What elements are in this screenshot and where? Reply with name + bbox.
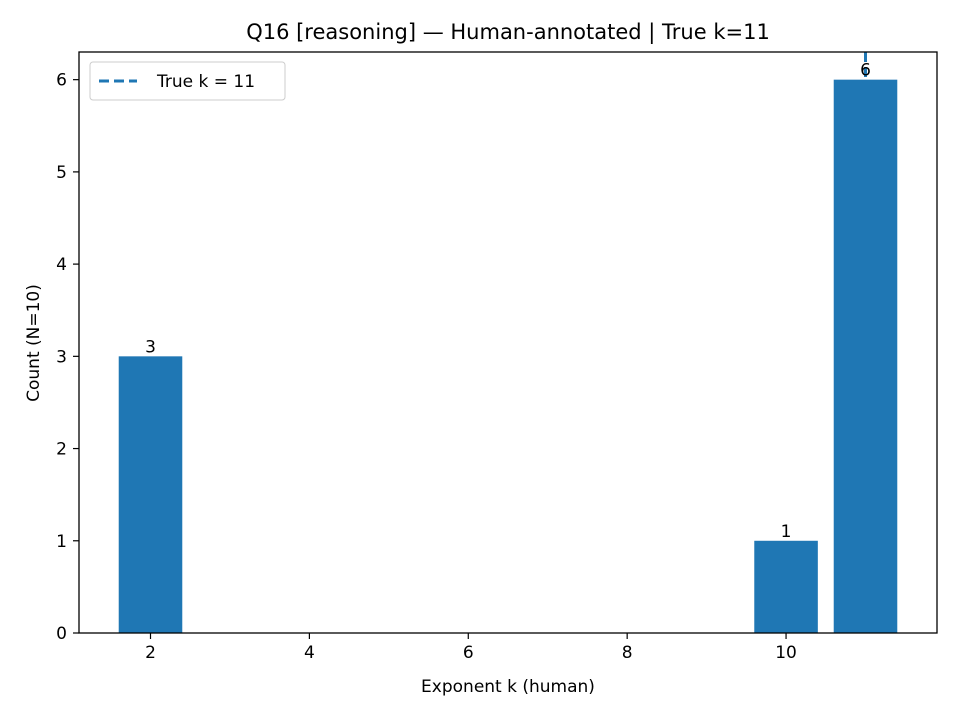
y-tick-label: 3 [56, 347, 67, 367]
legend-box [89, 61, 286, 101]
x-tick-label: 10 [775, 643, 797, 663]
x-tick-label: 8 [622, 643, 633, 663]
data-label-10: 1 [781, 522, 792, 542]
y-tick-label: 2 [56, 440, 67, 460]
legend-entry-label: True k = 11 [156, 72, 255, 92]
chart-title: Q16 [reasoning] — Human-annotated | True… [246, 20, 770, 45]
y-axis-ticks: 0 1 2 3 4 5 6 [56, 71, 79, 644]
bar-2 [118, 356, 183, 633]
y-tick-label: 5 [56, 163, 67, 183]
x-axis-label: Exponent k (human) [421, 677, 595, 697]
x-tick-label: 2 [145, 643, 156, 663]
x-axis-ticks: 2 4 6 8 10 [145, 633, 797, 663]
data-label-11: 6 [860, 61, 871, 81]
y-tick-label: 0 [56, 624, 67, 644]
x-tick-label: 6 [463, 643, 474, 663]
y-axis-label: Count (N=10) [24, 284, 44, 402]
data-labels-layer: 3 1 6 [145, 61, 871, 542]
legend: True k = 11 [89, 61, 286, 101]
plot-frame [78, 51, 938, 634]
y-tick-label: 1 [56, 532, 67, 552]
bar-10 [754, 540, 818, 633]
data-label-2: 3 [145, 337, 156, 357]
x-tick-label: 4 [304, 643, 315, 663]
y-tick-label: 4 [56, 255, 67, 275]
bars-layer [118, 79, 898, 633]
y-tick-label: 6 [56, 71, 67, 91]
